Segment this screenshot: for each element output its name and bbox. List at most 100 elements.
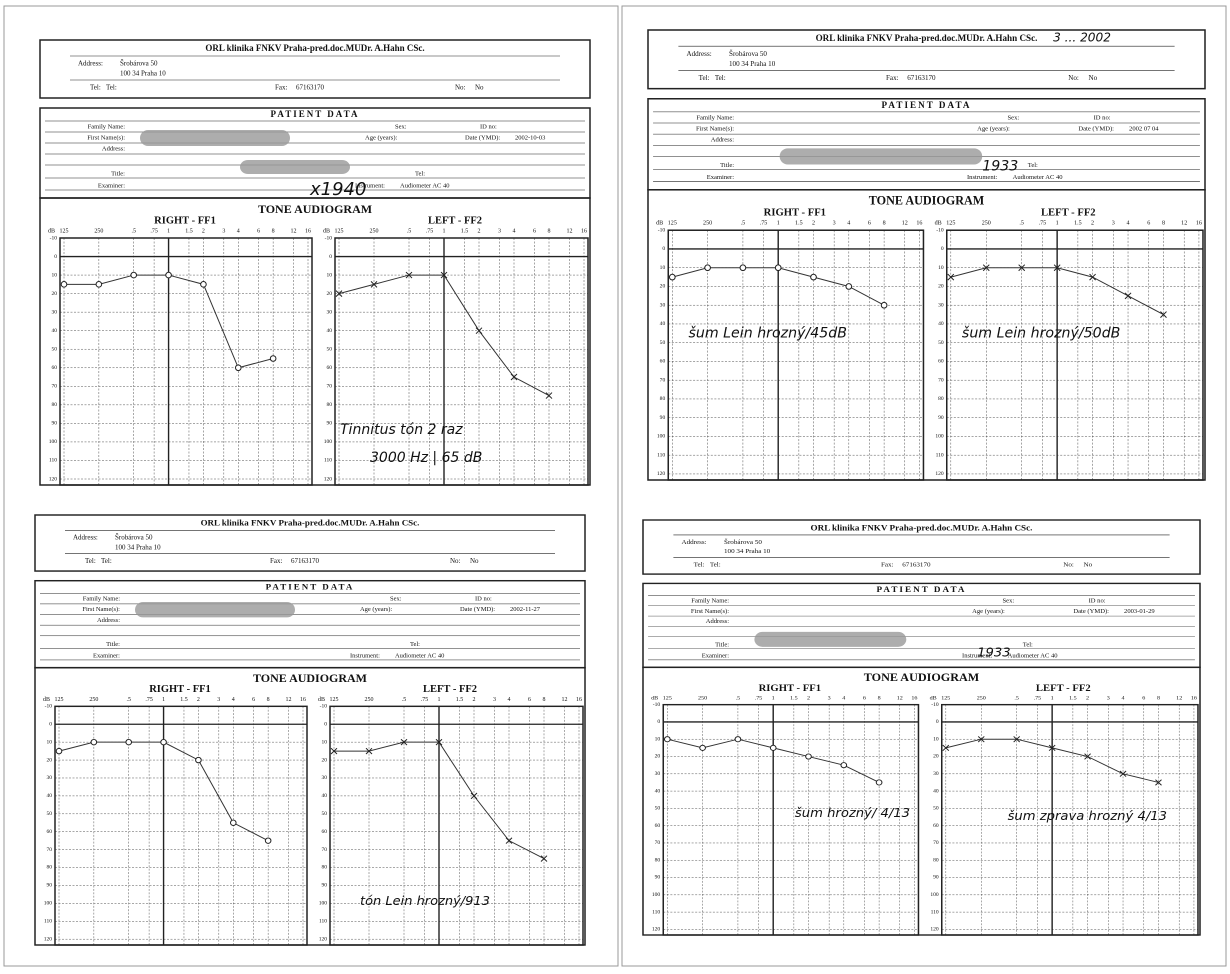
id-label: ID no: [1094,114,1111,121]
freq-tick-label: 16 [300,697,306,703]
right-title: RIGHT - FF1 [154,215,216,226]
db-tick-label: 10 [52,272,58,278]
handwritten-note: šum Lein hrozný/45dB [689,325,847,341]
db-tick-label: 120 [44,936,53,942]
freq-tick-label: 12 [902,221,908,227]
fax: 67163170 [291,558,320,565]
chart-frame [54,705,308,946]
threshold-point [1018,264,1026,272]
patient-data-title: PATIENT DATA [271,109,360,119]
freq-tick-label: 4 [232,697,235,703]
freq-tick-label: 1 [167,228,170,234]
freq-tick-label: .5 [407,228,412,234]
freq-tick-label: 2 [1091,221,1094,227]
db-tick-label: 10 [322,739,328,745]
examiner-label: Examiner: [98,182,125,189]
examiner-label: Examiner: [702,653,730,660]
fax-label: Fax: [881,561,894,568]
first-name-label: First Name(s): [87,134,125,141]
clinic-name: ORL klinika FNKV Praha-pred.doc.MUDr. A.… [205,43,424,53]
handwritten-note: 1933 [977,645,1010,659]
threshold-point [510,373,518,381]
tel: Tel: [715,74,726,82]
db-tick-label: 40 [322,793,328,799]
redaction [779,148,983,165]
tel-label: Tel: [90,84,101,92]
db-tick-label: 60 [52,365,58,371]
db-tick-label: 50 [52,346,58,352]
no-label: No: [455,84,466,92]
left-title: LEFT - FF2 [428,215,482,226]
audiogram-title: TONE AUDIOGRAM [869,194,985,208]
db-tick-label: 30 [655,771,661,777]
freq-tick-label: 8 [543,697,546,703]
db-tick-label: -10 [653,702,661,708]
db-tick-label: 100 [44,901,53,907]
handwritten-note: x1940 [309,179,366,200]
threshold-point [195,756,202,764]
chart-frame [329,705,584,946]
db-tick-label: 10 [938,265,944,271]
db-tick-label: 100 [319,901,328,907]
freq-tick-label: 2 [473,697,476,703]
right-title: RIGHT - FF1 [764,207,826,218]
freq-tick-label: 125 [663,696,672,702]
redaction [135,601,295,618]
audiogram-title: TONE AUDIOGRAM [864,672,979,684]
age-label: Age (years): [360,606,392,613]
freq-tick-label: .5 [131,228,136,234]
threshold-point [370,280,378,288]
threshold-point [200,281,207,288]
clinic-name: ORL klinika FNKV Praha-pred.doc.MUDr. A.… [201,518,420,528]
db-tick-label: -10 [320,704,328,710]
freq-tick-label: 125 [330,697,339,703]
db-tick-label: 10 [655,737,661,743]
db-tick-label: 120 [657,471,666,477]
db-tick-label: 120 [324,476,333,482]
threshold-point [805,753,812,760]
db-tick-label: 90 [47,883,53,889]
threshold-point [60,281,68,288]
date-label: Date (YMD): [1078,126,1114,133]
sex-label: Sex: [395,123,407,130]
family-name-label: Family Name: [83,596,121,603]
fax-label: Fax: [886,74,899,82]
db-tick-label: 0 [54,254,57,260]
freq-tick-label: 6 [528,697,531,703]
fax: 67163170 [907,74,936,82]
db-unit: dB [651,696,658,702]
title-label: Title: [111,170,125,177]
db-tick-label: 60 [933,823,939,829]
db-tick-label: 110 [657,452,665,458]
header-box [34,514,586,572]
freq-tick-label: 4 [513,228,516,234]
freq-tick-label: 16 [305,228,311,234]
db-tick-label: 40 [655,788,661,794]
threshold-point [875,779,883,786]
redaction [754,631,907,647]
db-tick-label: 40 [660,321,666,327]
threshold-point [1048,744,1056,752]
db-tick-label: 50 [327,346,333,352]
freq-tick-label: 6 [533,228,536,234]
freq-tick-label: 4 [847,221,850,227]
handwritten-note: šum Lein hrozný/50dB [962,325,1120,341]
freq-tick-label: 8 [878,696,881,702]
freq-tick-label: 1.5 [1069,696,1077,702]
handwritten-note: šum hrozný/ 4/13 [795,806,910,820]
db-tick-label: 60 [655,823,661,829]
tel-label: Tel: [1028,162,1038,169]
address-label: Address: [686,50,711,58]
fax-label: Fax: [275,84,288,92]
freq-tick-label: 8 [548,228,551,234]
freq-tick-label: 125 [946,221,955,227]
db-tick-label: 90 [655,875,661,881]
db-tick-label: 100 [930,892,939,898]
freq-tick-label: .5 [1019,221,1024,227]
freq-tick-label: 12 [897,696,903,702]
freq-tick-label: 1 [1051,696,1054,702]
db-tick-label: 50 [47,811,53,817]
no-label: No: [1063,561,1074,568]
examiner-label: Examiner: [707,174,735,181]
chart-frame [59,237,313,486]
